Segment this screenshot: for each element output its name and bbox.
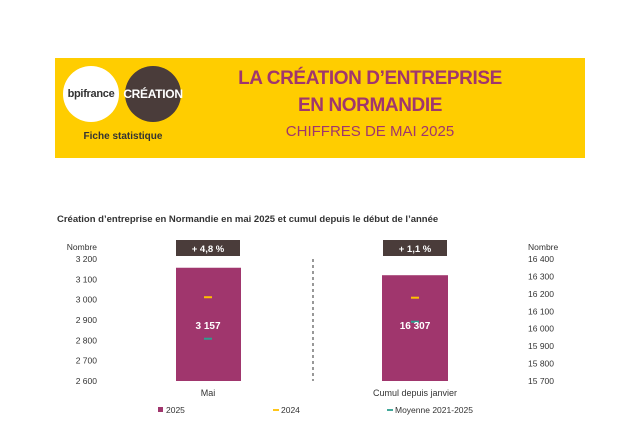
right-tick-label: 16 100 <box>528 306 554 316</box>
left-tick-label: 3 100 <box>76 274 98 284</box>
left-tick-label: 3 200 <box>76 254 98 264</box>
page-subtitle: CHIFFRES DE MAI 2025 <box>285 123 455 140</box>
right-tick-label: 16 200 <box>528 289 554 299</box>
evolution-badge <box>176 240 240 256</box>
bar-2025 <box>176 267 241 381</box>
bar-value-label: 16 307 <box>400 321 431 332</box>
left-tick-label: 2 800 <box>76 335 98 345</box>
evolution-badge <box>383 240 447 256</box>
evolution-badge-label: + 1,1 % <box>399 244 432 255</box>
page-title-line2: EN NORMANDIE <box>297 95 443 116</box>
left-tick-label: 3 000 <box>76 295 98 305</box>
right-tick-label: 15 700 <box>528 376 554 386</box>
left-tick-label: 2 700 <box>76 356 98 366</box>
bpifrance-logo: bpifrance <box>63 66 119 122</box>
right-tick-label: 16 300 <box>528 271 554 281</box>
bpifrance-logo-text: bpifrance <box>67 88 115 100</box>
bar-value-label: 3 157 <box>195 321 220 332</box>
evolution-badge-label: + 4,8 % <box>192 244 225 255</box>
creation-logo-text: CRÉATION <box>123 87 183 101</box>
legend-label: 2024 <box>281 405 300 415</box>
category-label: Mai <box>201 388 216 398</box>
right-tick-label: 15 800 <box>528 359 554 369</box>
legend-swatch-2025 <box>158 407 163 412</box>
left-tick-label: 2 600 <box>76 376 98 386</box>
legend-label: Moyenne 2021-2025 <box>395 405 473 415</box>
right-tick-label: 16 400 <box>528 254 554 264</box>
header-banner: bpifrance CRÉATION Fiche statistique LA … <box>55 58 585 158</box>
left-axis-title: Nombre <box>67 242 98 252</box>
page-title-line1: LA CRÉATION D’ENTREPRISE <box>238 68 502 89</box>
fiche-label: Fiche statistique <box>83 131 163 142</box>
right-tick-label: 16 000 <box>528 324 554 334</box>
category-label: Cumul depuis janvier <box>373 388 457 398</box>
right-tick-label: 15 900 <box>528 341 554 351</box>
chart-title: Création d’entreprise en Normandie en ma… <box>57 214 439 225</box>
right-axis-title: Nombre <box>528 242 559 252</box>
legend-label: 2025 <box>166 405 185 415</box>
left-tick-label: 2 900 <box>76 315 98 325</box>
creation-logo: CRÉATION <box>123 66 183 122</box>
bar-2025 <box>382 275 448 381</box>
